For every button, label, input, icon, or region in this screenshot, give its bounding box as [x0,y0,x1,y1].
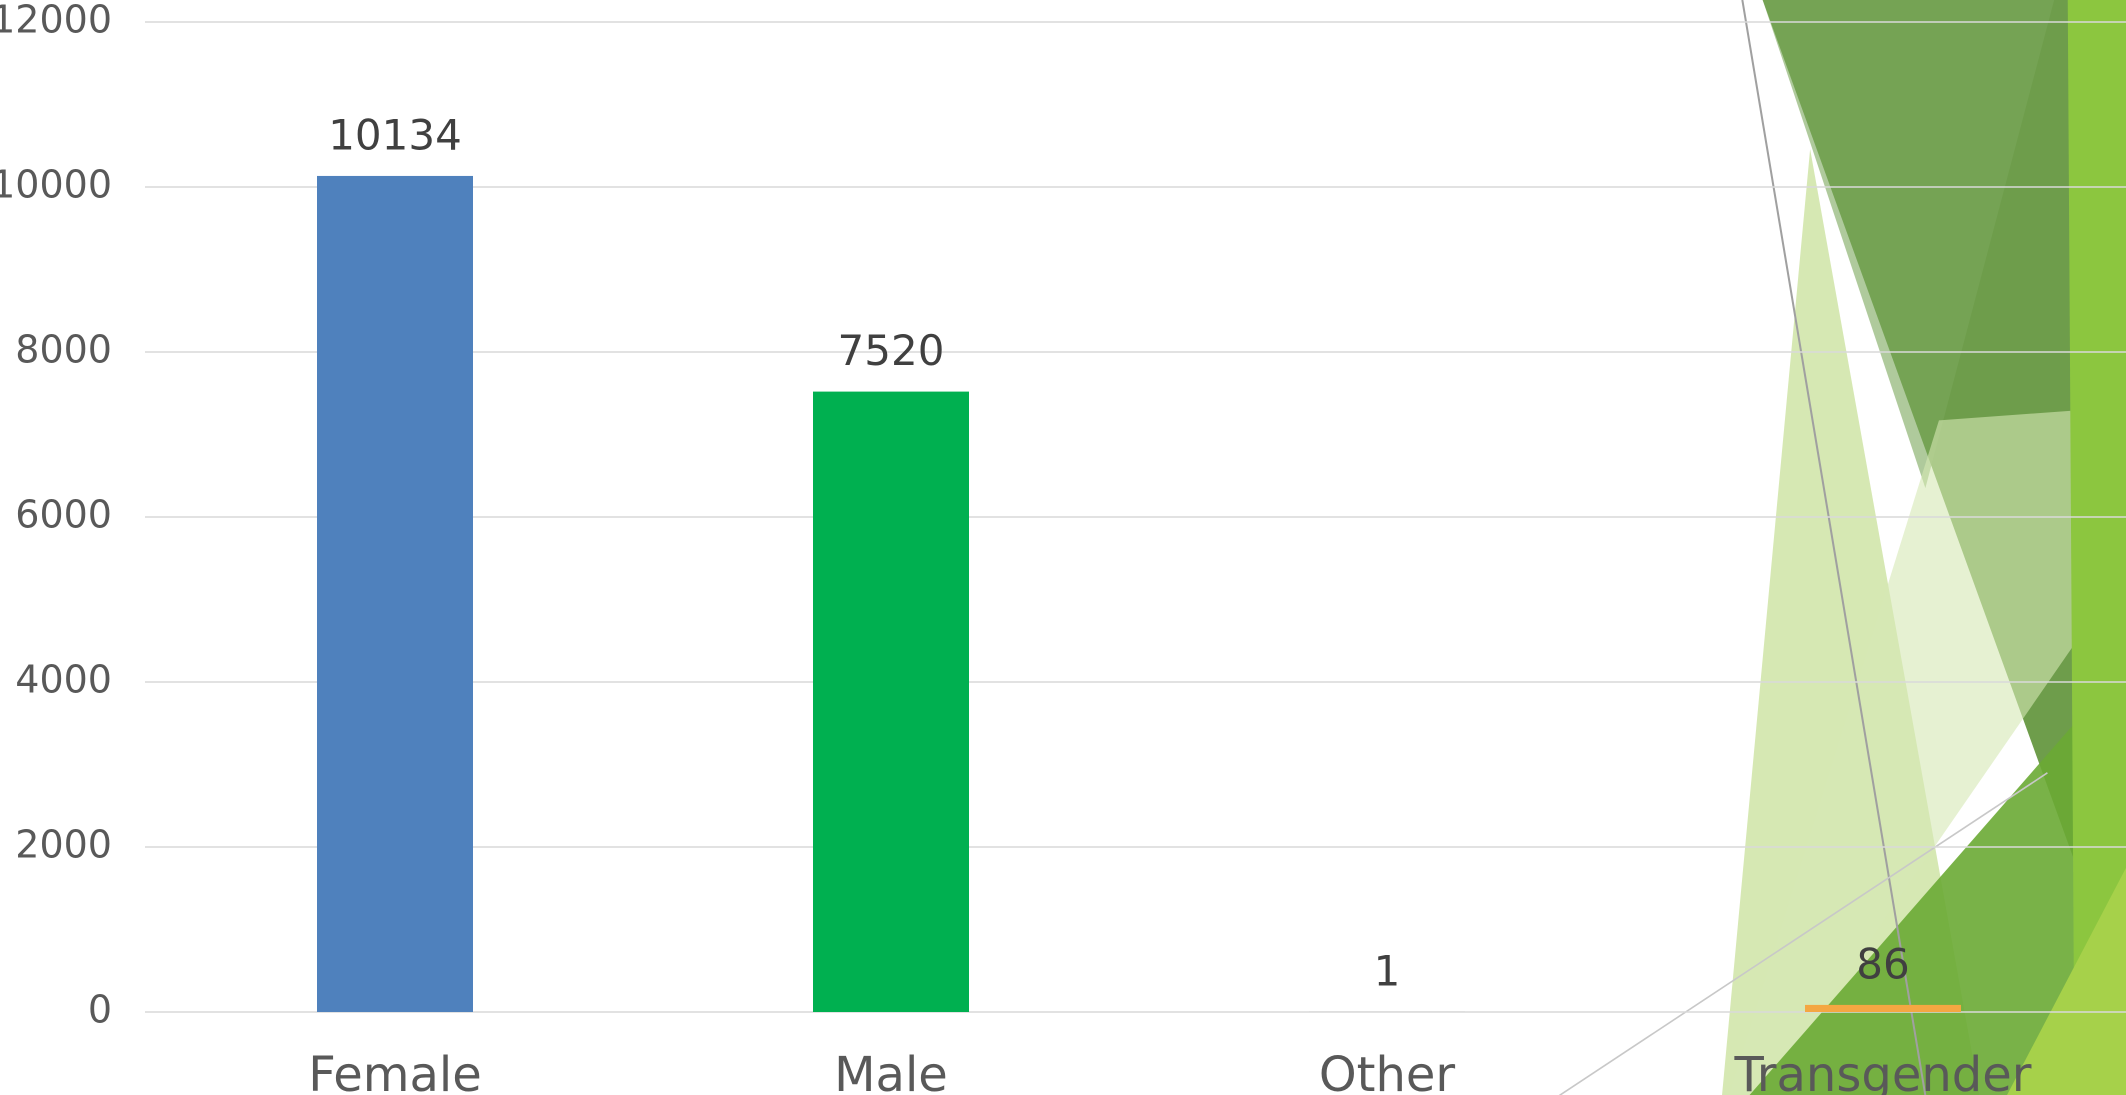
value-label: 7520 [838,326,945,375]
bar [1805,1005,1961,1012]
y-tick-label: 4000 [15,658,112,702]
y-tick-label: 0 [88,988,112,1032]
bar [813,392,969,1012]
y-tick-label: 10000 [0,163,112,207]
x-tick-label: Other [1319,1047,1456,1095]
y-tick-label: 2000 [15,823,112,867]
x-tick-label: Female [308,1047,482,1095]
value-label: 1 [1374,946,1401,995]
y-tick-label: 8000 [15,328,112,372]
y-tick-label: 12000 [0,0,112,42]
page: 0 2000 4000 6000 8000 10000 12000 10134 Female 75… [0,0,2126,1095]
x-tick-label: Transgender [1734,1047,2032,1095]
y-tick-label: 6000 [15,493,112,537]
value-label: 10134 [328,110,462,159]
x-tick-label: Male [834,1047,948,1095]
chart: 0 2000 4000 6000 8000 10000 12000 10134 Female 75… [0,0,2126,1095]
background-decoration [1559,0,2126,1095]
bar [317,176,473,1012]
value-label: 86 [1856,939,1909,988]
